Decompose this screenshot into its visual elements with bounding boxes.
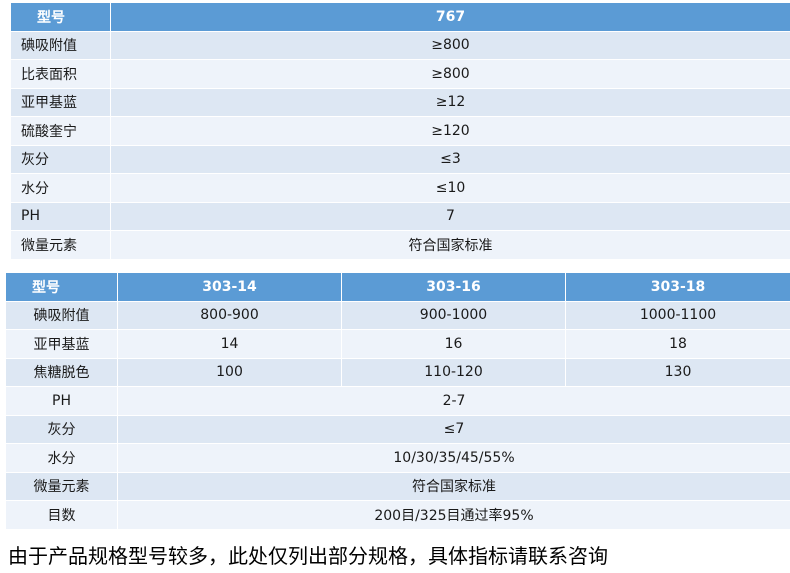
row-label: 比表面积 <box>10 59 111 89</box>
spec-table-303: 型号 303-14 303-16 303-18 碘吸附值 800-900 900… <box>5 272 790 530</box>
row-label: 灰分 <box>10 144 111 174</box>
row-value: 14 <box>117 329 342 359</box>
row-value: ≤7 <box>117 414 790 444</box>
row-value: ≥120 <box>110 116 790 146</box>
row-value: 900-1000 <box>341 300 566 330</box>
table-row: 硫酸奎宁 ≥120 <box>10 116 790 146</box>
row-value: 100 <box>117 357 342 387</box>
table-row: 目数 200目/325目通过率95% <box>5 500 790 530</box>
table-row: 灰分 ≤7 <box>5 414 790 444</box>
table-header-row: 型号 767 <box>10 2 790 32</box>
row-value: 1000-1100 <box>565 300 790 330</box>
header-label: 型号 <box>10 2 111 32</box>
table-row: 亚甲基蓝 14 16 18 <box>5 329 790 359</box>
table-row: 微量元素 符合国家标准 <box>5 471 790 501</box>
row-label: 亚甲基蓝 <box>5 329 118 359</box>
header-model: 303-14 <box>117 272 342 302</box>
row-value: ≥800 <box>110 59 790 89</box>
row-label: PH <box>5 386 118 416</box>
row-label: PH <box>10 201 111 231</box>
row-label: 灰分 <box>5 414 118 444</box>
table-row: 焦糖脱色 100 110-120 130 <box>5 357 790 387</box>
table-row: 亚甲基蓝 ≥12 <box>10 87 790 117</box>
row-value: ≥800 <box>110 30 790 60</box>
table-row: 灰分 ≤3 <box>10 144 790 174</box>
row-value: 2-7 <box>117 386 790 416</box>
table-row: PH 2-7 <box>5 386 790 416</box>
row-label: 硫酸奎宁 <box>10 116 111 146</box>
row-label: 水分 <box>5 443 118 473</box>
row-value: 符合国家标准 <box>110 230 790 260</box>
row-value: 110-120 <box>341 357 566 387</box>
header-model: 303-18 <box>565 272 790 302</box>
row-label: 微量元素 <box>5 471 118 501</box>
table-row: 水分 10/30/35/45/55% <box>5 443 790 473</box>
row-value: 200目/325目通过率95% <box>117 500 790 530</box>
table-row: 碘吸附值 ≥800 <box>10 30 790 60</box>
row-label: 亚甲基蓝 <box>10 87 111 117</box>
row-value: ≥12 <box>110 87 790 117</box>
row-label: 目数 <box>5 500 118 530</box>
row-value: 130 <box>565 357 790 387</box>
row-value: 符合国家标准 <box>117 471 790 501</box>
row-value: 800-900 <box>117 300 342 330</box>
header-label: 型号 <box>5 272 118 302</box>
table-row: 比表面积 ≥800 <box>10 59 790 89</box>
row-value: 18 <box>565 329 790 359</box>
row-label: 焦糖脱色 <box>5 357 118 387</box>
footer-note: 由于产品规格型号较多，此处仅列出部分规格，具体指标请联系咨询 <box>8 544 608 568</box>
row-value: 7 <box>110 201 790 231</box>
row-value: ≤10 <box>110 173 790 203</box>
table-row: 碘吸附值 800-900 900-1000 1000-1100 <box>5 300 790 330</box>
row-label: 微量元素 <box>10 230 111 260</box>
row-label: 碘吸附值 <box>5 300 118 330</box>
row-label: 水分 <box>10 173 111 203</box>
row-value: ≤3 <box>110 144 790 174</box>
row-value: 16 <box>341 329 566 359</box>
table-row: 水分 ≤10 <box>10 173 790 203</box>
header-model: 767 <box>110 2 790 32</box>
spec-table-767: 型号 767 碘吸附值 ≥800 比表面积 ≥800 亚甲基蓝 ≥12 硫酸奎宁… <box>10 2 790 260</box>
table-row: PH 7 <box>10 201 790 231</box>
row-value: 10/30/35/45/55% <box>117 443 790 473</box>
table-header-row: 型号 303-14 303-16 303-18 <box>5 272 790 302</box>
header-model: 303-16 <box>341 272 566 302</box>
table-row: 微量元素 符合国家标准 <box>10 230 790 260</box>
row-label: 碘吸附值 <box>10 30 111 60</box>
